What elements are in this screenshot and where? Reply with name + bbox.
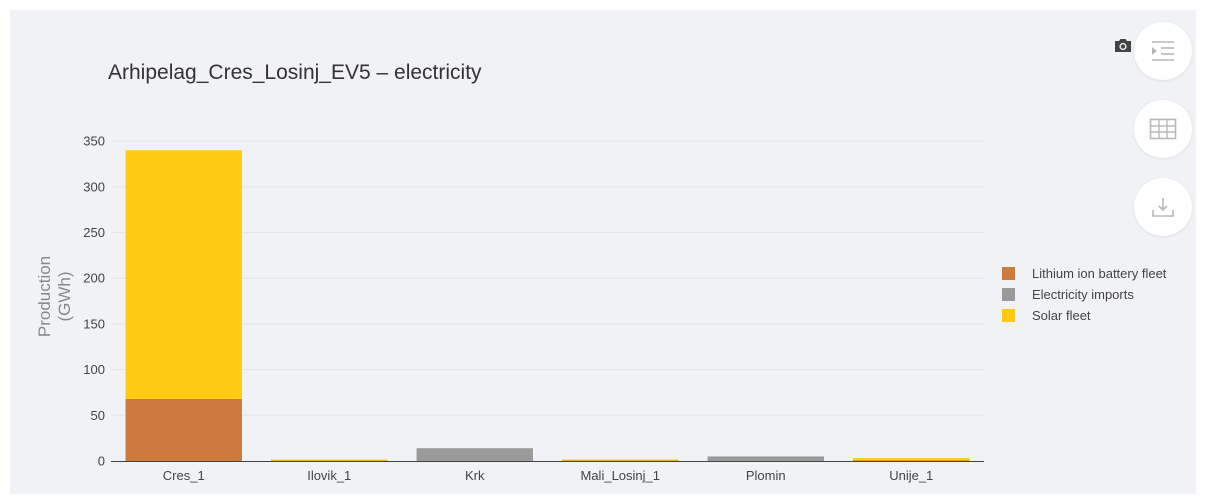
bar-Unije_1-solar-fleet[interactable]: [853, 458, 970, 461]
chart-title: Arhipelag_Cres_Losinj_EV5 – electricity: [108, 61, 482, 84]
x-tick-label: Krk: [465, 468, 485, 483]
x-tick-label: Ilovik_1: [307, 468, 351, 483]
bars: [125, 150, 970, 461]
y-tick-label: 0: [98, 454, 105, 469]
legend-swatch: [1002, 267, 1015, 280]
x-tick-label: Unije_1: [889, 468, 933, 483]
chart: Arhipelag_Cres_Losinj_EV5 – electricity …: [35, 61, 1167, 483]
legend-swatch: [1002, 288, 1015, 301]
bar-Cres_1-lithium-ion-battery-fleet[interactable]: [125, 398, 242, 461]
y-tick-label: 50: [91, 408, 105, 423]
indent-icon: [1152, 41, 1174, 61]
download-icon: [1152, 198, 1174, 217]
y-tick-label: 200: [83, 271, 105, 286]
x-tick-label: Plomin: [746, 468, 786, 483]
y-tick-label: 150: [83, 316, 105, 331]
y-axis-title: Production(GWh): [35, 256, 74, 337]
y-tick-label: 300: [83, 179, 105, 194]
bar-Krk-electricity-imports[interactable]: [416, 448, 533, 461]
grid: [111, 140, 984, 416]
bar-Mali_Losinj_1-solar-fleet[interactable]: [562, 459, 679, 461]
legend-label: Solar fleet: [1032, 308, 1091, 323]
camera-icon[interactable]: [1114, 37, 1132, 53]
chart-panel: Arhipelag_Cres_Losinj_EV5 – electricity …: [10, 10, 1196, 494]
download-button[interactable]: [1134, 178, 1192, 236]
table-icon: [1149, 118, 1177, 140]
y-tick-label: 250: [83, 225, 105, 240]
x-tick-label: Cres_1: [163, 468, 205, 483]
bar-Cres_1-solar-fleet[interactable]: [125, 150, 242, 399]
y-tick-label: 100: [83, 362, 105, 377]
bar-Ilovik_1-solar-fleet[interactable]: [271, 459, 388, 461]
legend-item[interactable]: Lithium ion battery fleet: [1002, 266, 1167, 281]
legend-item[interactable]: Electricity imports: [1002, 287, 1134, 302]
legend-item[interactable]: Solar fleet: [1002, 308, 1091, 323]
legend-label: Electricity imports: [1032, 287, 1134, 302]
legend-label: Lithium ion battery fleet: [1032, 266, 1167, 281]
x-tick-label: Mali_Losinj_1: [581, 468, 661, 483]
legend-swatch: [1002, 309, 1015, 322]
axes: 0 50 100 150 200 250 300 350 Production(GWh) Cres…: [35, 134, 984, 483]
y-tick-label: 350: [83, 134, 105, 149]
bar-Plomin-electricity-imports[interactable]: [707, 456, 824, 461]
indent-button[interactable]: [1134, 22, 1192, 80]
table-button[interactable]: [1134, 100, 1192, 158]
legend: Lithium ion battery fleet Electricity imp…: [1002, 266, 1167, 323]
